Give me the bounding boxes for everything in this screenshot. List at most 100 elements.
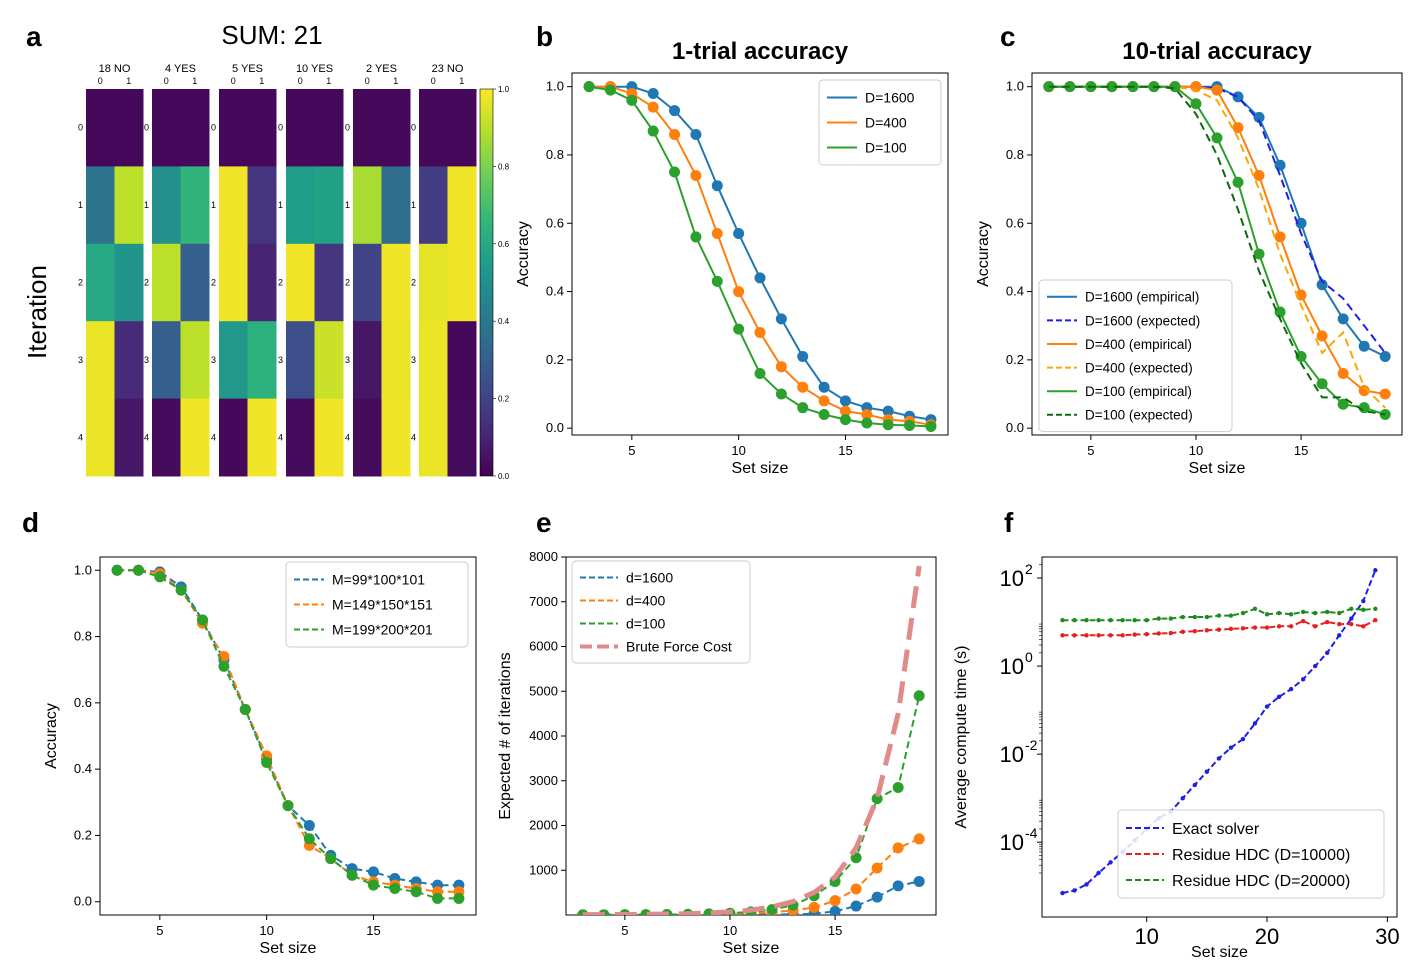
data-point xyxy=(733,286,745,298)
heatmap-row-tick: 4 xyxy=(144,432,149,442)
legend: Exact solver Residue HDC (D=10000) Residue… xyxy=(1117,809,1385,899)
heatmap-cell xyxy=(419,398,448,477)
y-tick-label: 10 xyxy=(1000,566,1024,591)
legend-label: D=400 (empirical) xyxy=(1085,337,1192,352)
heatmap-col-tick: 0 xyxy=(231,76,236,86)
data-point xyxy=(647,125,659,137)
colorbar-tick-label: 0.4 xyxy=(498,317,510,326)
heatmap-cell xyxy=(447,166,477,245)
colorbar-tick-label: 1.0 xyxy=(498,85,510,94)
legend: D=1600 (empirical) D=1600 (expected) D=400… xyxy=(1038,279,1233,433)
chart-title: 10-trial accuracy xyxy=(1122,38,1312,65)
x-axis-label: Set size xyxy=(1191,944,1248,961)
x-tick-label: 5 xyxy=(621,923,628,938)
heatmap-cell xyxy=(314,166,344,245)
heatmap-cell xyxy=(114,321,144,400)
data-point xyxy=(1316,378,1328,390)
legend-label: M=199*200*201 xyxy=(332,622,433,638)
y-tick-label: 0.4 xyxy=(74,761,92,776)
y-tick-label: 0.0 xyxy=(74,894,92,909)
heatmap-cell xyxy=(314,321,344,400)
data-point xyxy=(1274,231,1286,243)
heatmap-title: SUM: 21 xyxy=(221,20,322,50)
heatmap-col-tick: 0 xyxy=(164,76,169,86)
y-tick-exponent: 2 xyxy=(1025,561,1033,577)
x-tick-label: 5 xyxy=(628,443,635,458)
legend-box xyxy=(1117,809,1385,899)
data-point xyxy=(1169,81,1181,93)
data-point xyxy=(1240,626,1246,631)
heatmap-cell xyxy=(180,398,210,477)
data-point xyxy=(303,820,315,831)
y-tick-exponent: 0 xyxy=(1025,649,1033,665)
legend-label: D=400 xyxy=(865,115,907,131)
legend-label: Exact solver xyxy=(1172,821,1260,838)
data-point xyxy=(1108,860,1113,865)
data-point xyxy=(690,169,702,181)
heatmap-cell xyxy=(219,243,248,322)
heatmap-col-tick: 1 xyxy=(326,76,331,86)
heatmap-cell xyxy=(152,166,181,245)
heatmap-row-tick: 0 xyxy=(144,123,149,133)
heatmap-col-tick: 0 xyxy=(98,76,103,86)
heatmap-cell xyxy=(219,398,248,477)
heatmap-cell xyxy=(353,166,382,245)
data-point xyxy=(218,660,230,672)
data-point xyxy=(690,128,702,140)
legend: d=1600 d=400 d=100 Brute Force Cost xyxy=(571,560,751,664)
y-tick-label: 5000 xyxy=(529,683,558,698)
heatmap-cell xyxy=(381,398,411,477)
y-tick-label: 1.0 xyxy=(546,79,564,94)
chart-e: 5 10 15 1000 2000 3000 4000 5000 6000 7000 8000 Set… xyxy=(497,549,937,957)
heatmap-cell xyxy=(152,89,181,167)
data-point xyxy=(711,180,723,192)
data-point xyxy=(1325,650,1330,656)
y-tick-exponent: -4 xyxy=(1025,825,1038,841)
data-point xyxy=(1232,91,1244,103)
data-point xyxy=(432,892,444,904)
x-tick-label: 15 xyxy=(1294,443,1308,458)
legend-label: D=100 (expected) xyxy=(1085,408,1193,423)
data-point xyxy=(1192,782,1198,788)
data-point xyxy=(1253,111,1265,123)
data-point xyxy=(1228,745,1234,750)
data-point xyxy=(733,323,745,335)
data-point xyxy=(1132,632,1137,637)
data-point xyxy=(839,405,851,417)
data-point xyxy=(1276,694,1282,700)
data-point xyxy=(1072,888,1077,893)
data-point xyxy=(647,87,659,99)
series-line xyxy=(582,565,922,915)
data-point xyxy=(1295,350,1307,362)
heatmap-row-tick: 4 xyxy=(78,432,83,442)
data-point xyxy=(775,313,787,325)
data-point xyxy=(346,869,358,881)
heatmap-cell xyxy=(86,321,115,400)
y-tick-label: 10 xyxy=(1000,742,1024,767)
heatmap-cell xyxy=(286,89,315,167)
y-tick-label: 1000 xyxy=(529,862,558,877)
x-tick-label: 20 xyxy=(1255,924,1279,949)
y-tick-label: 0.4 xyxy=(546,284,564,299)
heatmap-cell xyxy=(152,398,181,477)
x-tick-label: 5 xyxy=(1087,443,1094,458)
panel-label-d: d xyxy=(22,507,39,538)
heatmap-cell xyxy=(114,89,144,167)
data-point xyxy=(1108,633,1113,638)
heatmap-row-tick: 2 xyxy=(345,278,350,288)
data-point xyxy=(1168,630,1173,636)
data-point xyxy=(1096,618,1101,623)
data-point xyxy=(453,892,465,904)
colorbar-tick-label: 0.8 xyxy=(498,162,510,171)
plot-data xyxy=(1043,81,1391,421)
data-point xyxy=(669,128,681,140)
heatmap-cell xyxy=(381,243,411,322)
heatmap-col-tick: 1 xyxy=(192,76,197,86)
heatmap-cell xyxy=(247,321,277,400)
y-tick-label: 0.2 xyxy=(74,827,92,842)
colorbar-tick-label: 0.0 xyxy=(498,472,510,481)
data-point xyxy=(1084,882,1089,887)
